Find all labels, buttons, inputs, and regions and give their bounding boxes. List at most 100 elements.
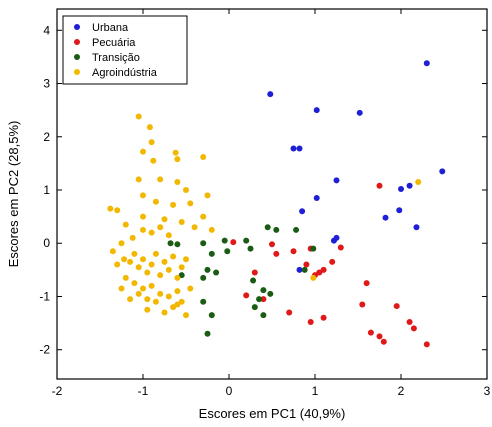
point-urbana xyxy=(423,60,430,67)
point-pecuaria xyxy=(307,319,314,326)
point-transicao xyxy=(221,237,228,244)
point-agroindustria xyxy=(200,154,207,160)
x-tick-label: 0 xyxy=(226,384,233,398)
point-pecuaria xyxy=(393,303,400,310)
x-tick-label: -1 xyxy=(138,384,149,398)
point-urbana xyxy=(299,208,306,215)
point-agroindustria xyxy=(118,240,125,247)
legend-marker-transicao xyxy=(74,54,80,60)
point-urbana xyxy=(356,109,363,116)
y-tick-label: -2 xyxy=(39,343,50,357)
point-urbana xyxy=(406,182,413,189)
y-tick-label: 1 xyxy=(43,183,50,197)
point-pecuaria xyxy=(329,258,336,265)
y-tick-label: 4 xyxy=(43,23,50,37)
point-pecuaria xyxy=(363,280,370,287)
point-agroindustria xyxy=(140,192,146,199)
point-agroindustria xyxy=(157,224,164,231)
point-agroindustria xyxy=(140,256,146,263)
point-pecuaria xyxy=(359,301,366,308)
point-agroindustria xyxy=(114,261,121,268)
point-transicao xyxy=(260,312,267,319)
point-agroindustria xyxy=(165,266,172,273)
point-agroindustria xyxy=(174,179,181,186)
point-agroindustria xyxy=(178,218,185,225)
point-agroindustria xyxy=(174,274,181,281)
point-transicao xyxy=(200,298,207,305)
point-agroindustria xyxy=(170,201,177,208)
point-agroindustria xyxy=(135,176,142,183)
point-agroindustria xyxy=(187,285,194,292)
point-pecuaria xyxy=(423,341,430,348)
legend: Urbana Pecuária Transição Agroindústria xyxy=(62,15,188,85)
point-urbana xyxy=(333,234,340,241)
point-pecuaria xyxy=(367,329,374,336)
point-agroindustria xyxy=(146,124,153,131)
point-agroindustria xyxy=(144,306,151,313)
y-tick-label: 0 xyxy=(43,236,50,250)
point-agroindustria xyxy=(152,250,159,257)
point-transicao xyxy=(167,240,174,247)
point-pecuaria xyxy=(273,250,280,257)
point-agroindustria xyxy=(118,285,125,292)
point-agroindustria xyxy=(183,187,189,194)
point-agroindustria xyxy=(135,290,142,297)
point-transicao xyxy=(200,240,207,247)
point-urbana xyxy=(290,145,297,152)
point-urbana xyxy=(267,91,274,98)
point-agroindustria xyxy=(170,253,177,260)
point-agroindustria xyxy=(310,274,317,281)
plot-frame xyxy=(56,8,488,380)
point-pecuaria xyxy=(260,296,267,303)
point-agroindustria xyxy=(174,288,181,295)
point-agroindustria xyxy=(161,258,168,265)
point-agroindustria xyxy=(140,213,146,220)
point-transicao xyxy=(264,224,271,231)
point-agroindustria xyxy=(114,207,121,214)
x-axis-title: Escores em PC1 (40,9%) xyxy=(199,406,346,421)
point-urbana xyxy=(296,266,303,273)
point-pecuaria xyxy=(303,261,310,268)
point-agroindustria xyxy=(144,296,151,303)
point-pecuaria xyxy=(320,266,327,273)
x-tick-label: 1 xyxy=(312,384,319,398)
point-transicao xyxy=(224,248,231,255)
y-tick-label: 2 xyxy=(43,130,50,144)
point-agroindustria xyxy=(148,229,155,236)
point-urbana xyxy=(313,107,320,114)
point-agroindustria xyxy=(129,234,136,241)
point-agroindustria xyxy=(109,248,116,255)
x-tick-label: 3 xyxy=(484,384,491,398)
point-urbana xyxy=(396,207,403,214)
y-axis-title: Escores em PC2 (28,5%) xyxy=(6,121,21,268)
point-pecuaria xyxy=(269,241,275,248)
point-transicao xyxy=(204,330,211,337)
legend-label-agroindustria: Agroindústria xyxy=(92,67,158,79)
point-agroindustria xyxy=(157,272,164,279)
point-agroindustria xyxy=(135,113,142,120)
point-transicao xyxy=(208,250,215,257)
legend-box xyxy=(62,15,188,85)
point-urbana xyxy=(296,145,303,152)
point-pecuaria xyxy=(406,319,413,326)
point-urbana xyxy=(398,185,404,192)
point-agroindustria xyxy=(148,261,155,268)
point-transicao xyxy=(213,269,220,276)
point-agroindustria xyxy=(172,149,179,156)
point-agroindustria xyxy=(152,298,159,305)
point-agroindustria xyxy=(140,226,146,233)
point-transicao xyxy=(204,266,211,273)
legend-marker-urbana xyxy=(74,24,80,30)
point-agroindustria xyxy=(127,258,134,265)
point-urbana xyxy=(439,168,446,175)
point-agroindustria xyxy=(107,205,114,212)
point-agroindustria xyxy=(148,139,155,146)
point-urbana xyxy=(313,194,320,201)
point-agroindustria xyxy=(208,226,215,233)
point-transicao xyxy=(243,237,250,244)
point-agroindustria xyxy=(140,285,146,292)
point-agroindustria xyxy=(178,298,185,305)
point-agroindustria xyxy=(122,221,129,228)
point-agroindustria xyxy=(150,157,157,164)
